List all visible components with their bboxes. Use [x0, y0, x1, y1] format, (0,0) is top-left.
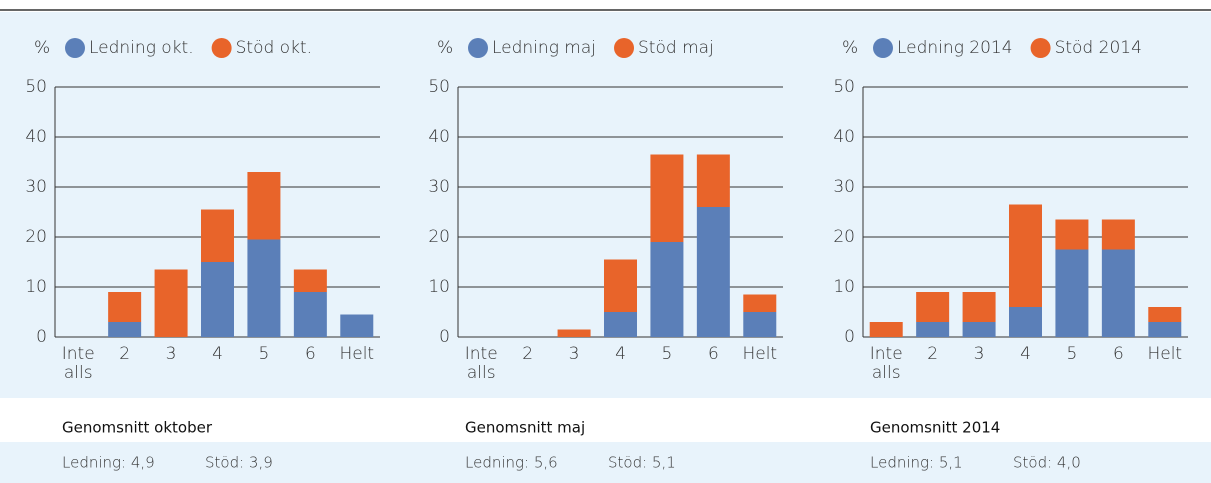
bar-segment — [1009, 307, 1042, 337]
y-axis-label: % — [842, 38, 858, 58]
summary-title: Genomsnitt oktober — [62, 419, 213, 437]
summary-value: Ledning: 4,9 — [62, 454, 155, 472]
bar-segment — [696, 154, 730, 207]
x-tick-label: Helt — [742, 344, 777, 364]
y-tick-label: 40 — [25, 127, 47, 147]
bar-segment — [1009, 204, 1042, 307]
x-tick-label: Helt — [1147, 344, 1182, 364]
y-tick-label: 10 — [428, 277, 450, 297]
summary-value: Stöd: 5,1 — [608, 454, 676, 472]
x-tick-label: 3 — [569, 344, 580, 364]
x-tick-label: 3 — [974, 344, 985, 364]
legend-label: Ledning 2014 — [897, 38, 1013, 58]
summary-title: Genomsnitt maj — [465, 419, 585, 437]
y-tick-label: 30 — [428, 177, 450, 197]
y-tick-label: 10 — [833, 277, 855, 297]
x-tick-label: 2 — [119, 344, 130, 364]
y-tick-label: 20 — [25, 227, 47, 247]
x-tick-label: 2 — [927, 344, 938, 364]
bar-segment — [201, 262, 234, 337]
bar-segment — [743, 312, 777, 337]
summary-value: Ledning: 5,6 — [465, 454, 558, 472]
bar-segment — [154, 269, 188, 337]
bar-segment — [201, 209, 234, 262]
summary-background — [0, 442, 1211, 483]
y-tick-label: 30 — [25, 177, 47, 197]
bar-segment — [1055, 219, 1089, 250]
bar-segment — [962, 292, 996, 322]
legend-marker — [873, 38, 893, 58]
bar-segment — [962, 322, 996, 337]
legend-label: Stöd 2014 — [1055, 38, 1142, 58]
bar-segment — [293, 269, 327, 292]
summary-title: Genomsnitt 2014 — [870, 419, 1000, 437]
bar-segment — [1101, 249, 1135, 337]
y-axis-label: % — [437, 38, 453, 58]
x-tick-label: 4 — [615, 344, 626, 364]
bar-segment — [1148, 307, 1182, 322]
x-tick-label: 2 — [522, 344, 533, 364]
bar-segment — [696, 207, 730, 337]
y-tick-label: 10 — [25, 277, 47, 297]
bar-segment — [1101, 219, 1135, 250]
bar-segment — [916, 292, 950, 322]
x-tick-label: Inte alls — [62, 344, 95, 383]
legend-marker — [65, 38, 85, 58]
x-tick-label: Inte alls — [870, 344, 903, 383]
y-tick-label: 40 — [428, 127, 450, 147]
y-tick-label: 0 — [844, 327, 855, 347]
y-tick-label: 20 — [428, 227, 450, 247]
bar-segment — [743, 294, 777, 312]
bar-segment — [650, 154, 684, 242]
legend-marker — [211, 38, 232, 58]
y-tick-label: 30 — [833, 177, 855, 197]
bar-segment — [557, 329, 591, 337]
y-tick-label: 50 — [25, 77, 47, 97]
y-tick-label: 40 — [833, 127, 855, 147]
bar-segment — [869, 322, 903, 337]
bar-segment — [340, 314, 374, 337]
legend-label: Stöd okt. — [236, 38, 312, 58]
x-tick-label: 6 — [1113, 344, 1124, 364]
bar-segment — [247, 239, 281, 337]
x-tick-label: 3 — [166, 344, 177, 364]
y-tick-label: 50 — [833, 77, 855, 97]
y-tick-label: 20 — [833, 227, 855, 247]
bar-segment — [108, 322, 142, 337]
x-tick-label: 5 — [1067, 344, 1078, 364]
legend-label: Stöd maj — [638, 38, 714, 58]
bar-segment — [1055, 249, 1089, 337]
summary-value: Stöd: 4,0 — [1013, 454, 1081, 472]
y-tick-label: 0 — [439, 327, 450, 347]
bar-segment — [247, 172, 281, 240]
y-axis-label: % — [34, 38, 50, 58]
legend-label: Ledning okt. — [89, 38, 194, 58]
bar-segment — [604, 259, 637, 312]
x-tick-label: 5 — [259, 344, 270, 364]
x-tick-label: 4 — [212, 344, 223, 364]
x-tick-label: 6 — [305, 344, 316, 364]
x-tick-label: 5 — [662, 344, 673, 364]
summary-value: Stöd: 3,9 — [205, 454, 273, 472]
legend-marker — [468, 38, 488, 58]
bar-segment — [604, 312, 637, 337]
legend-marker — [1030, 38, 1051, 58]
y-tick-label: 50 — [428, 77, 450, 97]
bar-segment — [916, 322, 950, 337]
summary-value: Ledning: 5,1 — [870, 454, 963, 472]
x-tick-label: 4 — [1020, 344, 1031, 364]
bar-segment — [108, 292, 142, 322]
legend-label: Ledning maj — [492, 38, 596, 58]
x-tick-label: Inte alls — [465, 344, 498, 383]
x-tick-label: Helt — [339, 344, 374, 364]
y-tick-label: 0 — [36, 327, 47, 347]
bar-segment — [1148, 322, 1182, 337]
legend-marker — [614, 38, 635, 58]
bar-segment — [650, 242, 684, 337]
x-tick-label: 6 — [708, 344, 719, 364]
bar-segment — [293, 292, 327, 337]
